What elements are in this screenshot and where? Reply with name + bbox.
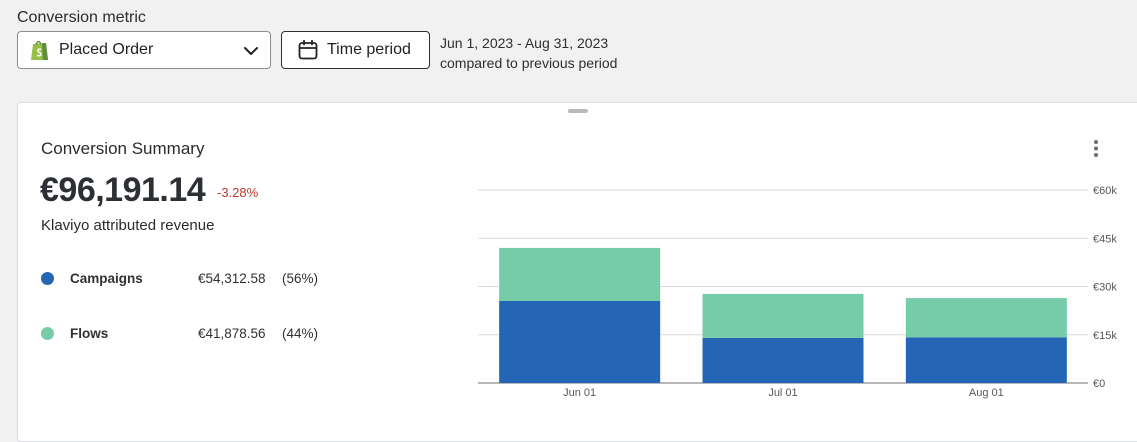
bar-campaigns-jul-01 xyxy=(702,337,864,383)
y-tick-label: €30k xyxy=(1093,282,1117,294)
legend-percent: (56%) xyxy=(282,270,319,286)
bar-campaigns-aug-01 xyxy=(905,337,1067,383)
y-tick-label: €45k xyxy=(1093,233,1117,245)
legend-percent: (44%) xyxy=(282,325,319,341)
card-title: Conversion Summary xyxy=(41,139,205,158)
period-summary: Jun 1, 2023 - Aug 31, 2023 compared to p… xyxy=(440,33,617,73)
more-options-icon[interactable] xyxy=(1088,137,1104,161)
metric-dropdown[interactable]: Placed Order xyxy=(17,31,271,69)
x-tick-label: Aug 01 xyxy=(969,387,1004,399)
legend-name: Flows xyxy=(70,325,109,341)
bar-campaigns-jun-01 xyxy=(499,300,661,383)
legend-amount: €41,878.56 xyxy=(198,325,266,341)
conversion-summary-card: Conversion Summary €96,191.14 -3.28% Kla… xyxy=(17,102,1137,442)
bar-flows-jun-01 xyxy=(499,247,661,301)
campaigns-dot xyxy=(41,271,54,285)
drag-handle[interactable] xyxy=(568,109,588,113)
y-tick-label: €60k xyxy=(1093,185,1117,197)
metric-selected-value: Placed Order xyxy=(59,41,154,58)
total-revenue: €96,191.14 xyxy=(40,171,206,209)
legend-name: Campaigns xyxy=(70,270,143,286)
bar-flows-aug-01 xyxy=(905,298,1067,338)
chevron-down-icon xyxy=(243,43,259,59)
bar-flows-jul-01 xyxy=(702,293,864,338)
calendar-icon xyxy=(298,39,318,60)
flows-dot xyxy=(41,326,54,340)
shopify-bag-icon xyxy=(30,39,50,61)
revenue-bar-chart: €0 €15k €30k €45k €60k Jun 01 Jul 01 Aug 01 xyxy=(478,185,1117,399)
time-period-button[interactable]: Time period xyxy=(281,31,430,69)
time-period-label: Time period xyxy=(327,41,411,58)
legend-row-campaigns: Campaigns €54,312.58 (56%) xyxy=(41,268,318,288)
legend-amount: €54,312.58 xyxy=(198,270,266,286)
y-tick-label: €0 xyxy=(1093,378,1105,390)
change-percent: -3.28% xyxy=(217,185,259,200)
metric-label: Conversion metric xyxy=(17,9,146,26)
y-tick-label: €15k xyxy=(1093,330,1117,342)
x-tick-label: Jul 01 xyxy=(768,387,797,399)
comparison-text: compared to previous period xyxy=(440,55,618,71)
legend-row-flows: Flows €41,878.56 (44%) xyxy=(41,323,318,343)
date-range: Jun 1, 2023 - Aug 31, 2023 xyxy=(440,35,609,51)
x-tick-label: Jun 01 xyxy=(563,387,596,399)
revenue-subtitle: Klaviyo attributed revenue xyxy=(41,217,215,234)
